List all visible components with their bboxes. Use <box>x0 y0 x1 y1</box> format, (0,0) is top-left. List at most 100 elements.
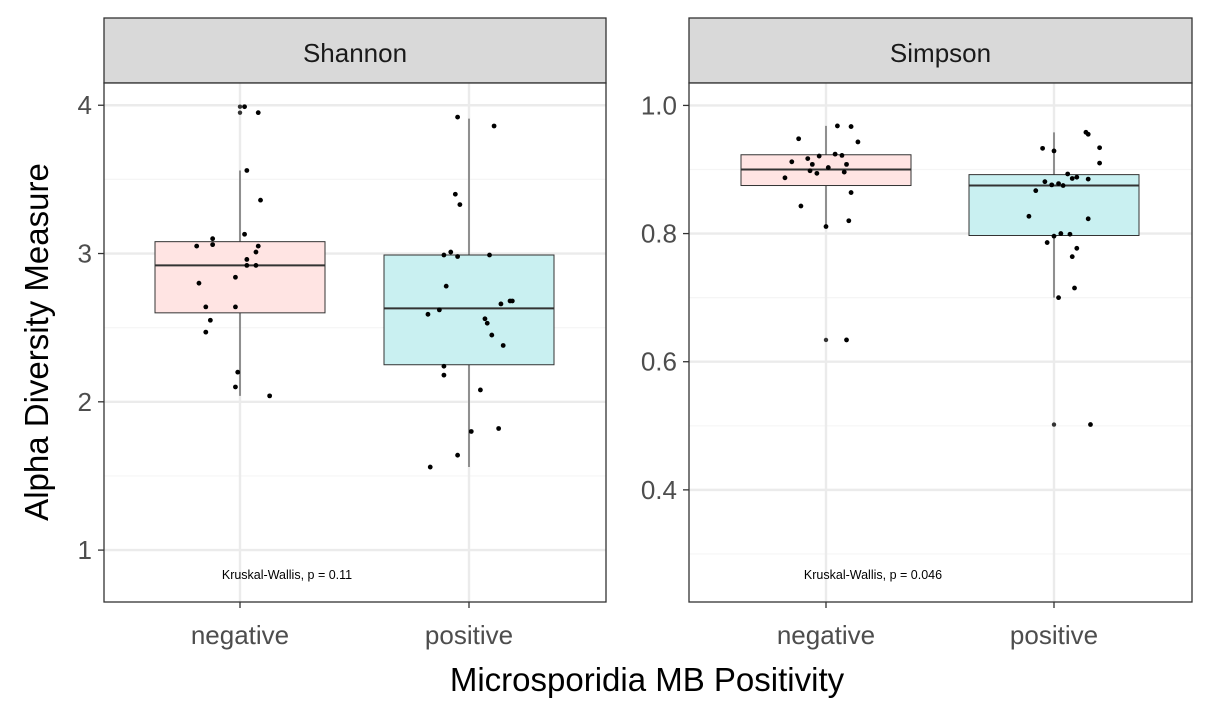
data-point <box>1085 131 1091 137</box>
data-point <box>846 218 852 224</box>
data-point <box>841 169 847 175</box>
panel-border <box>103 82 607 603</box>
data-point <box>258 197 263 203</box>
data-point <box>244 168 250 173</box>
facet-strip <box>688 17 1193 84</box>
data-point <box>1042 179 1048 185</box>
data-point <box>796 136 802 142</box>
data-point <box>487 252 492 258</box>
x-tick-label: positive <box>425 620 513 650</box>
data-point <box>253 249 259 255</box>
data-point <box>457 202 463 207</box>
outlier-point <box>823 337 829 343</box>
data-point <box>1097 145 1102 151</box>
data-point <box>448 249 454 255</box>
data-point <box>848 124 854 129</box>
data-point <box>855 139 861 145</box>
data-point <box>427 464 433 470</box>
data-point <box>1097 160 1102 166</box>
facet-strip-label: Shannon <box>303 38 407 68</box>
data-point <box>242 104 247 110</box>
data-point <box>489 332 495 338</box>
data-point <box>253 262 259 268</box>
data-point <box>844 337 849 343</box>
data-point <box>1056 295 1061 301</box>
data-point <box>194 243 200 249</box>
y-tick-label: 0.6 <box>641 347 677 377</box>
y-tick-label: 4 <box>78 90 92 120</box>
data-point <box>848 190 854 195</box>
data-point <box>441 363 447 369</box>
data-point <box>255 110 261 116</box>
data-point <box>1040 145 1045 151</box>
data-point <box>484 320 490 326</box>
data-point <box>832 151 838 157</box>
y-axis-title: Alpha Diversity Measure <box>18 163 55 521</box>
data-point <box>1058 231 1064 236</box>
data-point <box>496 426 502 431</box>
data-point <box>242 231 247 237</box>
data-point <box>207 317 213 323</box>
data-point <box>844 161 849 167</box>
data-point <box>782 175 788 181</box>
data-point <box>244 257 250 262</box>
data-point <box>235 369 241 375</box>
outlier-point <box>1051 422 1057 427</box>
x-tick-label: negative <box>191 620 289 650</box>
data-point <box>1069 176 1075 181</box>
data-point <box>452 191 458 197</box>
data-point <box>816 153 822 159</box>
data-point <box>1067 231 1073 237</box>
data-point <box>468 429 474 434</box>
box-iqr <box>154 241 326 314</box>
data-point <box>455 452 460 458</box>
facet-simpson: Simpson Kruskal-Wallis, p = 0.046 0.4 0.6 0.… <box>641 17 1193 650</box>
x-axis-title: Microsporidia MB Positivity <box>450 661 845 698</box>
data-point <box>500 343 506 348</box>
facet-panels: Shannon Kruskal-Wallis, p = 0.11 1 2 3 4 negat… <box>78 17 1193 650</box>
data-point <box>1056 181 1061 186</box>
x-tick-label: negative <box>777 620 875 650</box>
panel-border <box>688 82 1193 603</box>
data-point <box>267 393 273 399</box>
data-point <box>1069 254 1075 260</box>
data-point <box>835 123 840 129</box>
data-point <box>233 384 238 390</box>
data-point <box>1049 182 1055 188</box>
data-point <box>425 311 431 317</box>
outlier-point <box>237 110 243 115</box>
data-point <box>1085 216 1091 222</box>
y-tick-label: 0.4 <box>641 475 677 505</box>
data-point <box>509 298 515 304</box>
data-point <box>233 274 238 280</box>
data-point <box>807 168 813 174</box>
data-point <box>255 243 261 249</box>
y-tick-label: 1 <box>78 535 92 565</box>
data-point <box>203 329 209 335</box>
data-point <box>1065 171 1071 177</box>
data-point <box>233 304 238 310</box>
x-tick-label: positive <box>1010 620 1098 650</box>
y-tick-label: 0.8 <box>641 219 677 249</box>
box-positive <box>383 118 555 468</box>
facet-strip <box>103 17 607 84</box>
box-negative <box>740 125 912 343</box>
data-point <box>805 156 811 162</box>
data-point <box>1088 422 1093 427</box>
facet-shannon: Shannon Kruskal-Wallis, p = 0.11 1 2 3 4 negat… <box>78 17 607 650</box>
box-negative <box>154 104 326 396</box>
data-point <box>814 170 820 176</box>
data-point <box>1051 233 1057 239</box>
data-point <box>1060 183 1066 188</box>
outlier-point <box>237 104 243 109</box>
data-point <box>1072 285 1077 291</box>
data-point <box>491 123 497 129</box>
data-point <box>798 203 804 209</box>
kruskal-wallis-annotation: Kruskal-Wallis, p = 0.11 <box>222 568 352 582</box>
data-point <box>455 254 460 259</box>
data-point <box>1074 174 1080 180</box>
data-point <box>789 159 795 165</box>
data-point <box>455 114 460 120</box>
data-point <box>1026 213 1032 219</box>
